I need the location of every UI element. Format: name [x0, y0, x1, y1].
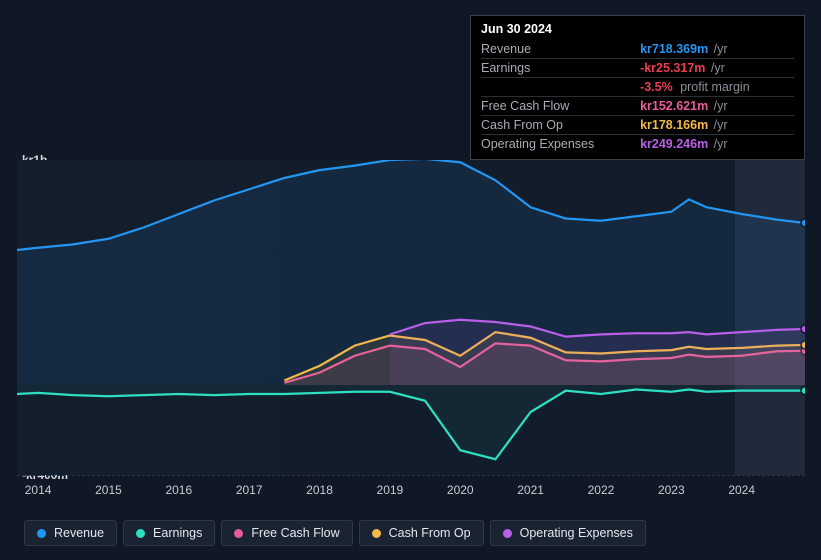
tooltip-row-value: -kr25.317m /yr [640, 59, 794, 78]
legend-swatch-icon [503, 529, 512, 538]
tooltip-row-value: kr718.369m /yr [640, 40, 794, 59]
gridline [17, 475, 805, 476]
tooltip-row: -3.5% profit margin [481, 78, 794, 97]
series-end-marker-revenue [801, 219, 805, 227]
x-tick-label: 2022 [588, 483, 615, 497]
legend-label: Revenue [54, 526, 104, 540]
tooltip-row-label: Cash From Op [481, 116, 640, 135]
tooltip-row-label: Earnings [481, 59, 640, 78]
legend-item-earnings[interactable]: Earnings [123, 520, 215, 546]
legend-swatch-icon [234, 529, 243, 538]
legend-item-revenue[interactable]: Revenue [24, 520, 117, 546]
x-tick-label: 2016 [165, 483, 192, 497]
legend-swatch-icon [372, 529, 381, 538]
tooltip-table: Revenuekr718.369m /yrEarnings-kr25.317m … [481, 40, 794, 153]
tooltip-row-value: kr249.246m /yr [640, 135, 794, 154]
tooltip-date: Jun 30 2024 [481, 22, 794, 36]
x-tick-label: 2014 [25, 483, 52, 497]
x-tick-label: 2024 [728, 483, 755, 497]
tooltip-row-label [481, 78, 640, 97]
series-end-marker-earnings [801, 387, 805, 395]
x-tick-label: 2017 [236, 483, 263, 497]
legend-swatch-icon [136, 529, 145, 538]
legend-label: Operating Expenses [520, 526, 633, 540]
x-tick-label: 2018 [306, 483, 333, 497]
chart-svg [17, 160, 805, 475]
legend-label: Cash From Op [389, 526, 471, 540]
chart-container: Jun 30 2024 Revenuekr718.369m /yrEarning… [0, 0, 821, 560]
tooltip-row: Operating Expenseskr249.246m /yr [481, 135, 794, 154]
x-tick-label: 2020 [447, 483, 474, 497]
tooltip-row: Earnings-kr25.317m /yr [481, 59, 794, 78]
legend-swatch-icon [37, 529, 46, 538]
chart-plot-area[interactable] [17, 160, 805, 475]
legend-label: Earnings [153, 526, 202, 540]
tooltip-row-label: Free Cash Flow [481, 97, 640, 116]
tooltip-row-label: Revenue [481, 40, 640, 59]
x-tick-label: 2019 [377, 483, 404, 497]
tooltip-row-value: kr152.621m /yr [640, 97, 794, 116]
legend-label: Free Cash Flow [251, 526, 339, 540]
legend: Revenue Earnings Free Cash Flow Cash From O… [24, 520, 646, 546]
tooltip-row: Revenuekr718.369m /yr [481, 40, 794, 59]
hover-tooltip: Jun 30 2024 Revenuekr718.369m /yrEarning… [470, 15, 805, 160]
tooltip-row-label: Operating Expenses [481, 135, 640, 154]
x-tick-label: 2023 [658, 483, 685, 497]
legend-item-fcf[interactable]: Free Cash Flow [221, 520, 352, 546]
tooltip-row-value: kr178.166m /yr [640, 116, 794, 135]
legend-item-cfo[interactable]: Cash From Op [359, 520, 484, 546]
tooltip-row-value: -3.5% profit margin [640, 78, 794, 97]
series-line-earnings [17, 390, 805, 460]
series-end-marker-opex [801, 325, 805, 333]
x-tick-label: 2015 [95, 483, 122, 497]
x-tick-label: 2021 [517, 483, 544, 497]
tooltip-row: Cash From Opkr178.166m /yr [481, 116, 794, 135]
legend-item-opex[interactable]: Operating Expenses [490, 520, 646, 546]
tooltip-row: Free Cash Flowkr152.621m /yr [481, 97, 794, 116]
